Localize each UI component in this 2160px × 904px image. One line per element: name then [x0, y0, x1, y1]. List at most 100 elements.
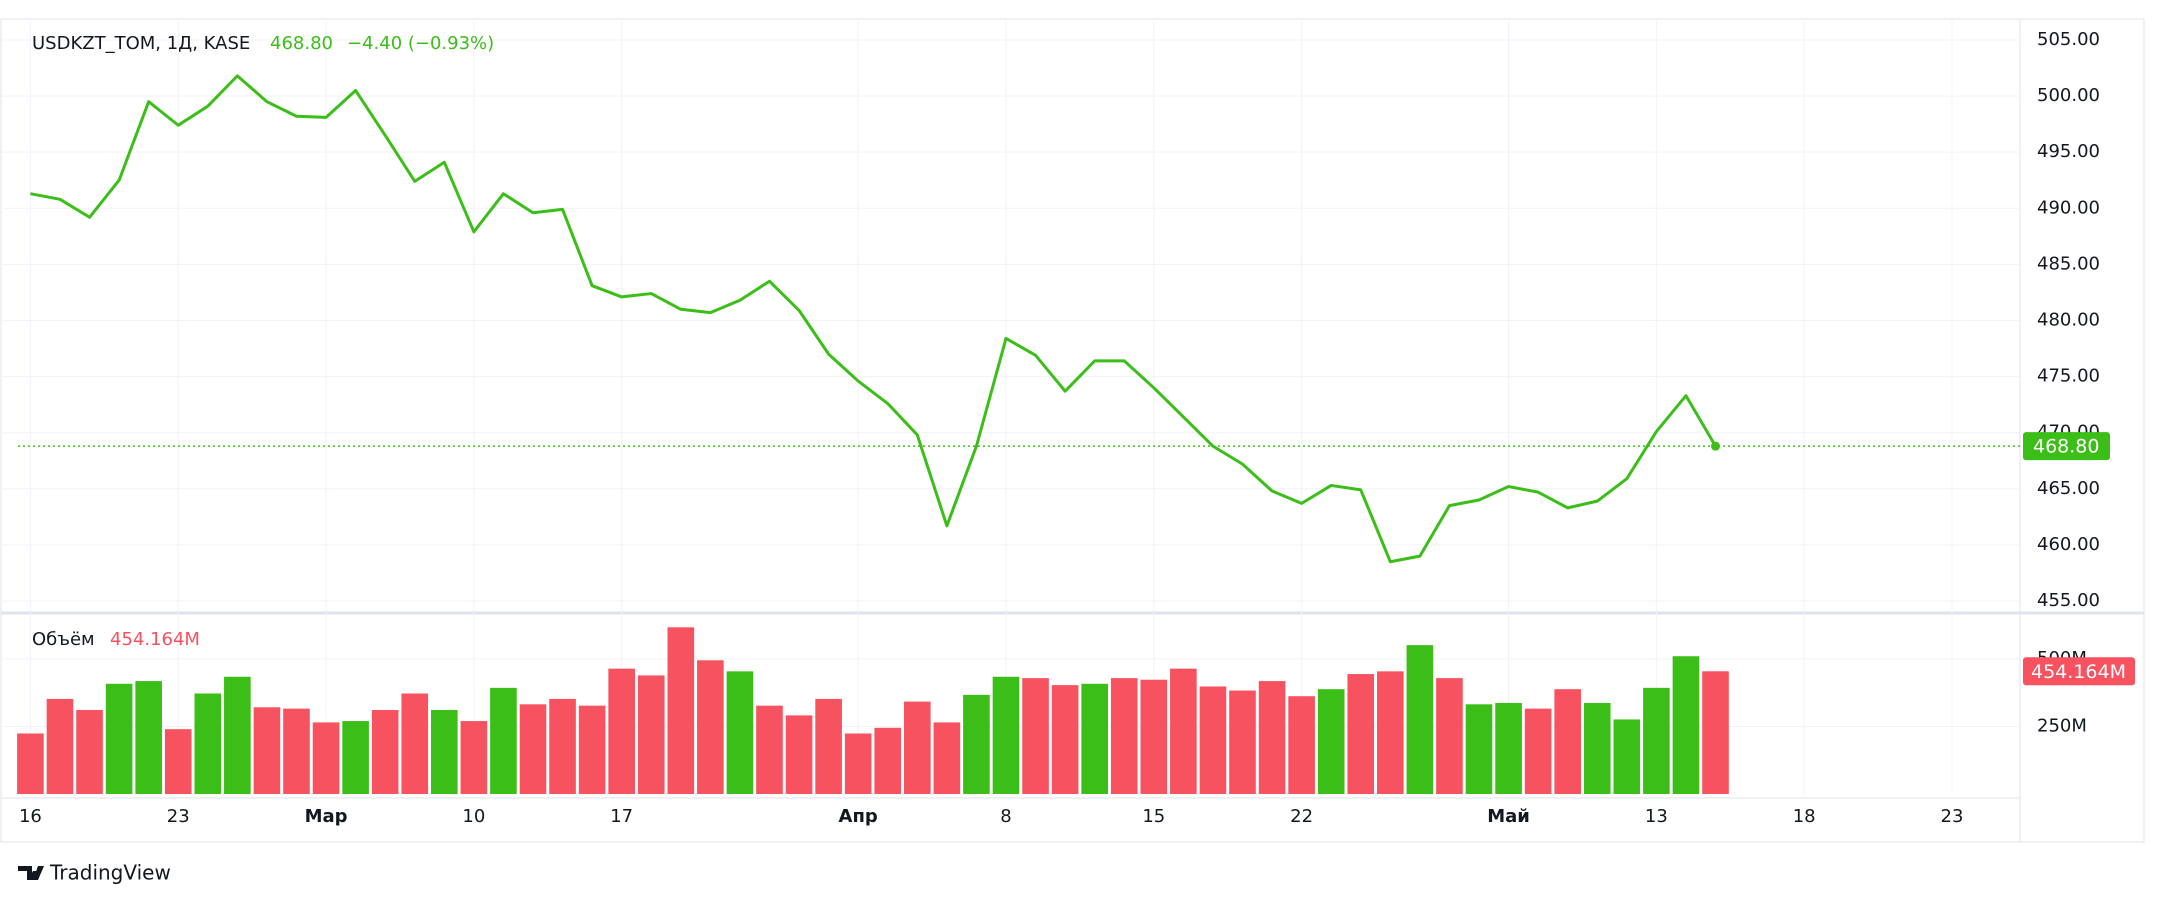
- volume-bar: [194, 693, 222, 794]
- y-tick-label: 485.00: [2037, 253, 2100, 274]
- volume-bar: [371, 709, 399, 794]
- volume-bar: [1554, 689, 1581, 794]
- volume-bar: [519, 704, 547, 794]
- volume-bar: [46, 698, 74, 794]
- volume-bar: [1377, 671, 1404, 794]
- x-tick-label: 15: [1142, 806, 1165, 827]
- volume-bar: [1317, 689, 1345, 794]
- volume-bar: [490, 687, 517, 794]
- volume-bar: [1022, 678, 1049, 794]
- y-tick-label: 465.00: [2037, 478, 2100, 499]
- volume-bar: [1672, 656, 1700, 794]
- x-tick-label: 22: [1290, 806, 1313, 827]
- volume-bar: [253, 707, 281, 794]
- logo-icon: [18, 866, 44, 880]
- volume-bar: [401, 693, 429, 794]
- brand: TradingView: [49, 861, 171, 885]
- y-tick-label: 505.00: [2037, 29, 2100, 50]
- volume-bar: [1110, 678, 1138, 794]
- volume-bar: [667, 627, 695, 794]
- volume-bar: [1258, 681, 1286, 794]
- volume-bar: [756, 705, 783, 794]
- y-tick-label: 495.00: [2037, 141, 2100, 162]
- x-tick-label: 17: [610, 806, 633, 827]
- volume-bar: [342, 721, 369, 794]
- y-tick-label: 455.00: [2037, 590, 2100, 611]
- volume-bar: [1436, 678, 1463, 794]
- x-tick-label: 23: [1941, 806, 1964, 827]
- volume-bar: [135, 681, 162, 794]
- frame: [0, 18, 2145, 843]
- x-tick-label: 16: [19, 806, 42, 827]
- volume-bar: [1613, 719, 1641, 794]
- y-tick-label: 460.00: [2037, 534, 2100, 555]
- volume-bar: [224, 676, 251, 794]
- volume-bar: [1643, 687, 1670, 794]
- last-price: 468.80: [270, 33, 333, 54]
- volume-bar: [1199, 686, 1227, 794]
- volume-title: Объём: [32, 629, 95, 650]
- volume-bar: [992, 676, 1020, 794]
- volume-bar: [1702, 671, 1729, 794]
- volume-bar: [164, 729, 192, 794]
- volume-bar: [1583, 702, 1611, 794]
- volume-bar: [785, 715, 813, 794]
- volume-bar: [1051, 685, 1079, 794]
- y-tick-label: 490.00: [2037, 197, 2100, 218]
- x-tick-label: Мар: [305, 806, 348, 827]
- x-tick-label: Май: [1487, 806, 1530, 827]
- marks: [17, 74, 2020, 794]
- x-tick-label: 18: [1793, 806, 1816, 827]
- volume-bar: [76, 709, 103, 794]
- price-tag: [2023, 432, 2110, 461]
- volume-bar: [1347, 674, 1375, 794]
- y-tick-label: 475.00: [2037, 366, 2100, 387]
- volume-bar: [963, 694, 990, 794]
- volume-bar: [874, 727, 902, 794]
- volume-bar: [844, 733, 872, 794]
- volume-bar: [1406, 645, 1434, 794]
- volume-bar: [460, 721, 488, 794]
- volume-bar: [1495, 702, 1522, 794]
- volume-bar: [430, 709, 458, 794]
- x-tick-label: 13: [1645, 806, 1668, 827]
- x-tick-label: Апр: [839, 806, 878, 827]
- volume-bar: [105, 683, 133, 794]
- volume-bar: [1170, 668, 1197, 794]
- volume-bar: [1465, 704, 1493, 794]
- y-tick-label: 250M: [2037, 715, 2087, 736]
- y-tick-label: 480.00: [2037, 309, 2100, 330]
- last-point: [1711, 441, 1721, 451]
- price-line: [30, 74, 1717, 564]
- symbol: USDKZT_TOM, 1Д, KASE: [32, 33, 250, 54]
- price-change: −4.40 (−0.93%): [347, 33, 494, 54]
- volume-tag-label: 454.164M: [2031, 661, 2126, 683]
- volume-bar: [17, 733, 44, 794]
- volume-bar: [1524, 708, 1552, 794]
- labels: USDKZT_TOM, 1Д, KASE 468.80 −4.40 (−0.93…: [32, 33, 2135, 686]
- grid: 455.00460.00465.00470.00475.00480.00485.…: [0, 19, 2100, 827]
- volume-tag: [2023, 657, 2135, 686]
- volume-bar: [312, 722, 340, 794]
- y-tick-label: 500.00: [2037, 85, 2100, 106]
- volume-bar: [1081, 683, 1108, 794]
- volume-bar: [637, 675, 665, 794]
- volume-bar: [697, 660, 724, 794]
- price-tag-label: 468.80: [2033, 436, 2099, 458]
- logo: TradingView: [18, 861, 171, 885]
- volume-bar: [1229, 690, 1256, 794]
- x-tick-label: 23: [167, 806, 190, 827]
- volume-bar: [549, 698, 576, 794]
- x-tick-label: 8: [1000, 806, 1011, 827]
- volume-bar: [1288, 696, 1315, 794]
- volume-bar: [608, 668, 635, 794]
- volume-bar: [904, 701, 931, 794]
- volume-bar: [726, 671, 754, 794]
- volume-value: 454.164M: [110, 629, 200, 650]
- volume-bar: [815, 698, 842, 794]
- volume-bar: [283, 708, 310, 794]
- x-tick-label: 10: [462, 806, 485, 827]
- volume-bar: [578, 705, 606, 794]
